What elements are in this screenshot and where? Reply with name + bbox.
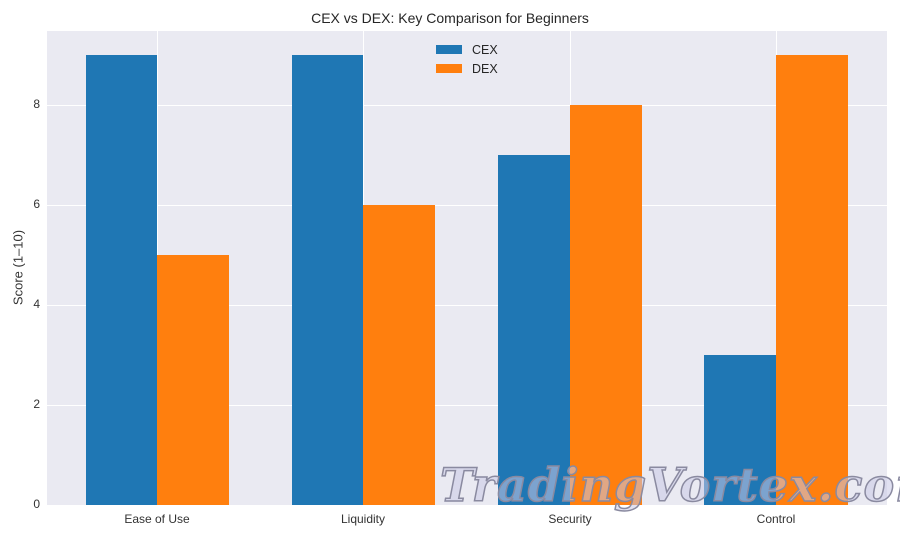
legend-item-dex: DEX xyxy=(436,59,498,78)
bar-dex-ease-of-use xyxy=(157,255,229,505)
bar-dex-control xyxy=(776,55,848,505)
y-tick-4: 4 xyxy=(33,297,40,311)
gridline-y6 xyxy=(47,205,887,206)
gridline-y4 xyxy=(47,305,887,306)
bar-cex-liquidity xyxy=(292,55,363,505)
gridline-y8 xyxy=(47,105,887,106)
x-tick-liquidity: Liquidity xyxy=(340,512,386,526)
legend-label-dex: DEX xyxy=(472,61,498,76)
bar-cex-control xyxy=(704,355,776,505)
legend-swatch-cex xyxy=(436,45,462,54)
chart-title: CEX vs DEX: Key Comparison for Beginners xyxy=(311,10,589,26)
legend-swatch-dex xyxy=(436,64,462,73)
legend-label-cex: CEX xyxy=(472,42,498,57)
y-tick-2: 2 xyxy=(33,397,40,411)
watermark-logo: TradingVortex.com xyxy=(439,457,900,513)
y-tick-8: 8 xyxy=(33,97,40,111)
bar-dex-liquidity xyxy=(363,205,435,505)
x-tick-ease-of-use: Ease of Use xyxy=(124,512,190,526)
gridline-y2 xyxy=(47,405,887,406)
y-tick-0: 0 xyxy=(33,497,40,511)
bar-cex-security xyxy=(498,155,570,505)
y-tick-6: 6 xyxy=(33,197,40,211)
legend-item-cex: CEX xyxy=(436,40,498,59)
x-tick-security: Security xyxy=(548,512,592,526)
plot-area xyxy=(47,31,887,505)
bar-cex-ease-of-use xyxy=(86,55,157,505)
legend: CEX DEX xyxy=(436,40,498,78)
x-tick-control: Control xyxy=(756,512,796,526)
bar-dex-security xyxy=(570,105,642,505)
